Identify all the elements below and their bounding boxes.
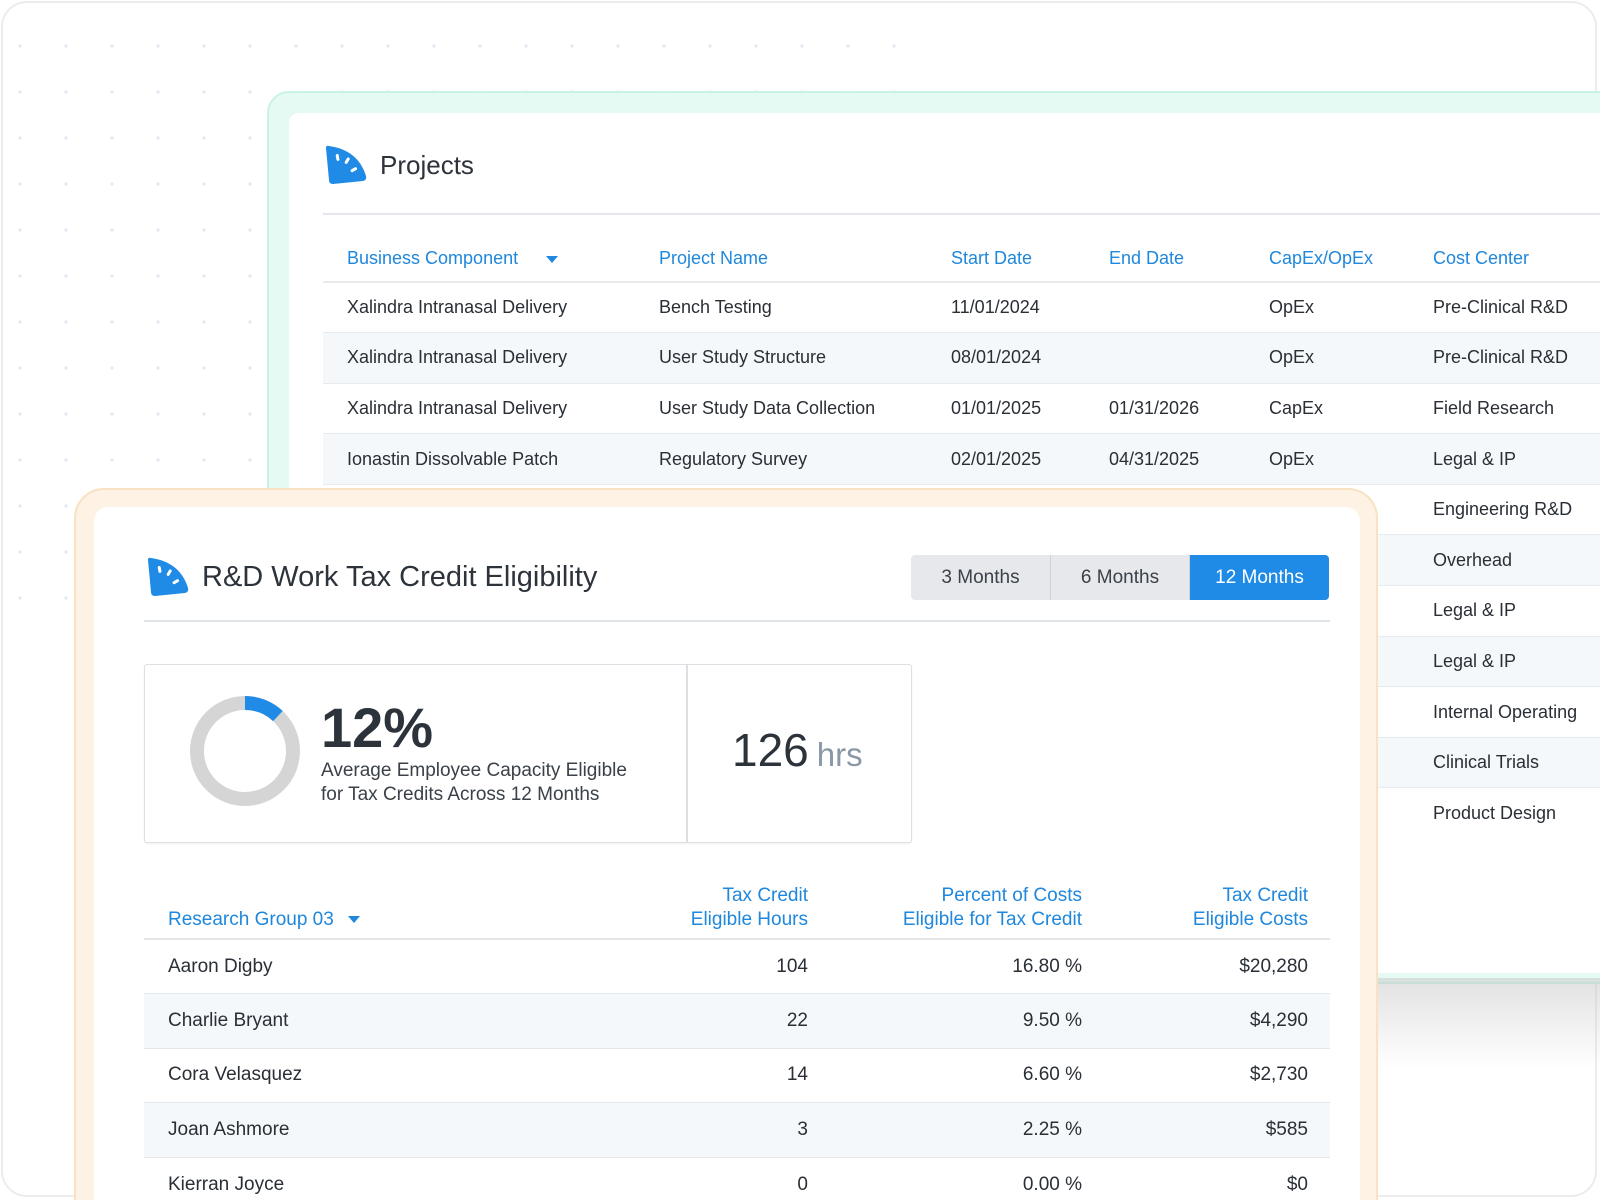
rd-header: R&D Work Tax Credit Eligibility [146,556,597,598]
cost-center-cell: Engineering R&D [1409,484,1600,536]
business-component-cell: Xalindra Intranasal Delivery [323,383,635,435]
employee-name-cell: Kierran Joyce [168,1173,285,1195]
eligible-costs-cell: $20,280 [1104,939,1330,994]
range-toggle: 3 Months 6 Months 12 Months [911,555,1329,600]
eligible-costs-cell: $4,290 [1104,993,1330,1049]
percent-costs-cell: 0.00 % [1022,1173,1082,1195]
business-component-cell: Xalindra Intranasal Delivery [323,332,635,384]
range-12-months-button[interactable]: 12 Months [1190,555,1329,600]
cost-center-cell: Legal & IP [1409,636,1600,688]
hours-value: 126 [732,724,809,776]
table-row[interactable]: Charlie Bryant 22 9.50 % $4,290 [144,993,1330,1049]
gauge-logo-icon [326,145,367,184]
column-capex-opex[interactable]: CapEx/OpEx [1245,236,1409,283]
eligible-hours-cell: 104 [514,939,830,994]
eligible-costs-cell: $0 [1286,1173,1308,1195]
rd-title: R&D Work Tax Credit Eligibility [202,560,598,593]
column-eligible-hours[interactable]: Tax Credit Eligible Hours [514,877,830,940]
project-name-cell: User Study Data Collection [635,383,927,435]
start-date-cell: 08/01/2024 [927,332,1085,384]
cost-center-cell: Internal Operating [1409,686,1600,738]
table-row[interactable]: Kierran Joyce 0 0.00 % $0 [144,1157,1330,1200]
table-row[interactable]: Xalindra Intranasal Delivery Bench Testin… [323,282,1600,334]
projects-header-row: Business Component Project Name Start Da… [323,236,1600,283]
research-group-dropdown[interactable]: Research Group 03 [144,877,514,940]
table-row[interactable]: Aaron Digby 104 16.80 % $20,280 [144,939,1330,994]
column-cost-center[interactable]: Cost Center [1409,236,1600,283]
cost-center-cell: Legal & IP [1409,433,1600,485]
percent-costs-cell: 16.80 % [830,939,1104,994]
column-eligible-costs[interactable]: Tax Credit Eligible Costs [1104,877,1330,940]
column-percent-costs[interactable]: Percent of Costs Eligible for Tax Credit [830,877,1104,940]
donut-track [190,696,300,806]
start-date-cell: 02/01/2025 [927,433,1085,485]
range-3-months-button[interactable]: 3 Months [911,555,1051,600]
table-row[interactable]: Ionastin Dissolvable Patch Regulatory Sur… [323,433,1600,485]
capacity-stat-box [144,664,912,843]
employee-name-cell: Cora Velasquez [144,1048,514,1103]
rd-divider [144,620,1330,622]
column-start-date[interactable]: Start Date [927,236,1085,283]
cost-center-cell: Legal & IP [1409,585,1600,637]
eligible-hours-cell: 0 [797,1173,808,1195]
eligible-hours-cell: 14 [514,1048,830,1103]
capex-opex-cell: CapEx [1245,383,1409,435]
column-project-name[interactable]: Project Name [635,236,927,283]
table-row[interactable]: Xalindra Intranasal Delivery User Study S… [323,332,1600,384]
chevron-down-icon[interactable] [347,916,360,924]
column-end-date[interactable]: End Date [1085,236,1245,283]
end-date-cell: 01/31/2026 [1085,383,1245,435]
start-date-cell: 11/01/2024 [927,282,1085,334]
eligible-costs-cell: $585 [1104,1102,1330,1158]
cost-center-cell: Pre-Clinical R&D [1409,332,1600,384]
table-row[interactable]: Xalindra Intranasal Delivery User Study D… [323,383,1600,435]
end-date-cell: 04/31/2025 [1085,433,1245,485]
capacity-donut-chart [190,696,300,806]
capex-opex-cell: OpEx [1245,332,1409,384]
hours-stat: 126 hrs [732,727,863,773]
capacity-description: Average Employee Capacity Eligible for T… [321,760,627,805]
end-date-cell [1085,332,1245,384]
employee-name-cell: Aaron Digby [144,939,514,994]
eligible-hours-cell: 3 [514,1102,830,1158]
tax-credit-header-row: Research Group 03 Tax Credit Eligible Hou… [144,877,1330,940]
cost-center-cell: Product Design [1433,802,1557,823]
range-6-months-button[interactable]: 6 Months [1051,555,1190,600]
percent-costs-cell: 2.25 % [830,1102,1104,1158]
capacity-percent: 12% [321,696,434,759]
business-component-cell: Xalindra Intranasal Delivery [323,282,635,334]
employee-name-cell: Joan Ashmore [144,1102,514,1158]
table-row[interactable]: Cora Velasquez 14 6.60 % $2,730 [144,1048,1330,1103]
table-row[interactable]: Product Design [323,788,1600,839]
percent-costs-cell: 6.60 % [830,1048,1104,1103]
table-row[interactable]: Joan Ashmore 3 2.25 % $585 [144,1102,1330,1158]
cost-center-cell: Field Research [1409,383,1600,435]
card-shadow [1370,978,1600,1068]
cost-center-cell: Clinical Trials [1409,737,1600,789]
employee-name-cell: Charlie Bryant [144,993,514,1049]
start-date-cell: 01/01/2025 [927,383,1085,435]
capex-opex-cell: OpEx [1245,433,1409,485]
eligible-hours-cell: 22 [514,993,830,1049]
donut-progress-arc [190,696,300,806]
capex-opex-cell: OpEx [1245,282,1409,334]
project-name-cell: Regulatory Survey [635,433,927,485]
percent-costs-cell: 9.50 % [830,993,1104,1049]
gauge-logo-icon [148,557,189,596]
projects-header: Projects [324,144,474,186]
cost-center-cell: Overhead [1409,534,1600,587]
column-business-component[interactable]: Business Component [323,236,635,283]
cost-center-cell: Pre-Clinical R&D [1409,282,1600,334]
end-date-cell [1085,282,1245,334]
business-component-cell: Ionastin Dissolvable Patch [323,433,635,485]
tax-credit-table: Research Group 03 Tax Credit Eligible Hou… [144,877,1330,1200]
projects-divider [323,213,1600,215]
chevron-down-icon[interactable] [546,255,559,263]
stat-separator [686,664,688,843]
project-name-cell: Bench Testing [635,282,927,334]
eligible-costs-cell: $2,730 [1104,1048,1330,1103]
project-name-cell: User Study Structure [635,332,927,384]
hours-unit: hrs [816,736,863,773]
projects-title: Projects [380,149,474,180]
